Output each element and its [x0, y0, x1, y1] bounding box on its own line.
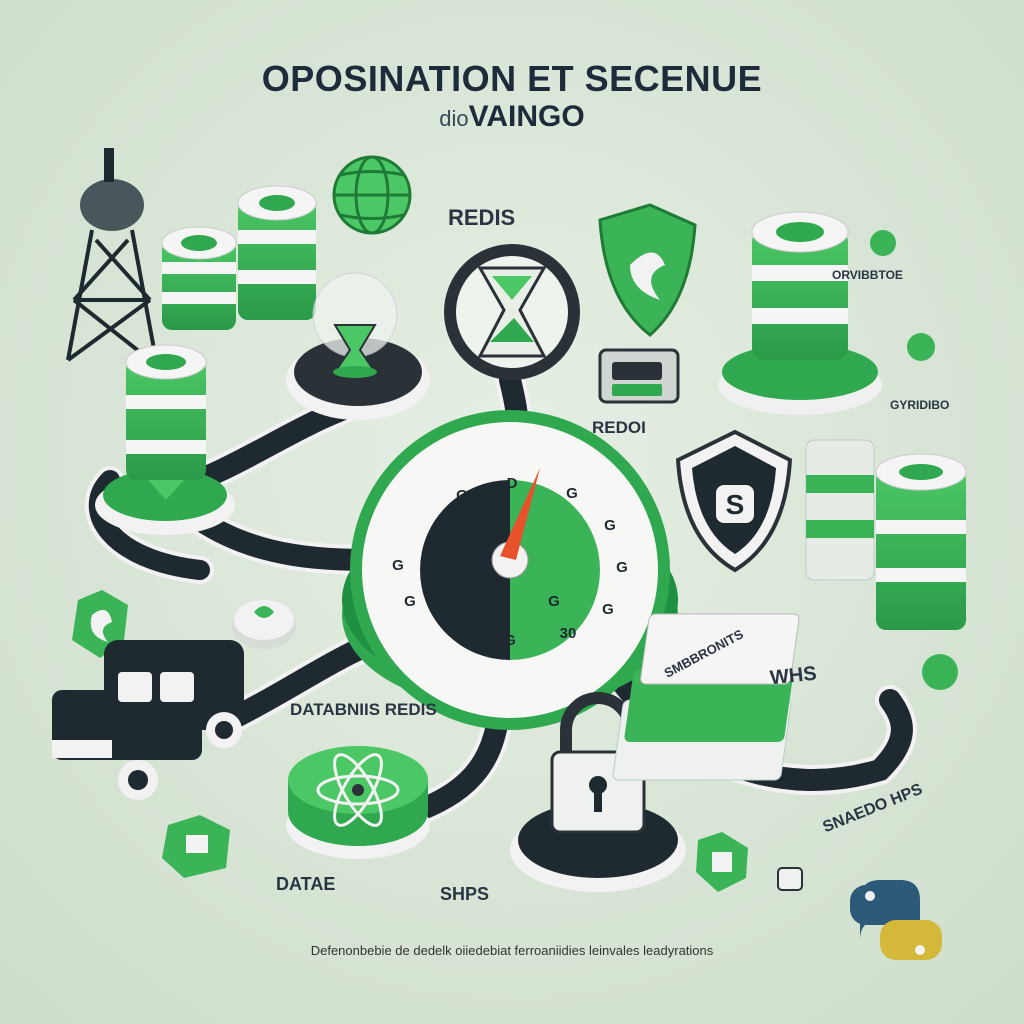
- python-logo-icon: [850, 880, 942, 960]
- globe-icon: [332, 155, 412, 235]
- label-redis-mid: REDOI: [592, 418, 646, 437]
- label-redis-bottom: DATABNIIS REDIS: [290, 700, 437, 719]
- gauge-tick: G: [504, 632, 516, 649]
- gauge-tick: G: [566, 485, 578, 502]
- label-data-bottom: DATAE: [276, 874, 336, 894]
- location-pin-icon: [870, 230, 958, 690]
- gauge-tick: 30: [560, 625, 577, 642]
- atom-icon: [286, 746, 430, 859]
- lock-icon: [510, 692, 686, 892]
- gauge-tick: D: [507, 475, 518, 492]
- label-side-mid: GYRIDIBO: [890, 398, 950, 412]
- speed-gauge: [342, 410, 678, 730]
- tag-icon: [696, 832, 803, 892]
- shield-icon: [598, 203, 697, 337]
- database-stack-icon: [237, 185, 317, 320]
- label-redis-top: REDIS: [448, 205, 516, 230]
- document-stack-icon: [612, 613, 800, 781]
- magnifier-hourglass-icon: [444, 244, 580, 380]
- gauge-tick: G: [604, 517, 616, 534]
- page-title: OPOSINATION ET SECENUE: [261, 58, 763, 99]
- database-stack-icon: [161, 226, 237, 330]
- hourglass-icon: [286, 272, 430, 420]
- subtitle-prefix: dio: [439, 106, 469, 131]
- gauge-tick: G: [616, 559, 628, 576]
- svg-text:S: S: [726, 489, 745, 520]
- subtitle-main: VAINGO: [468, 100, 585, 133]
- gauge-tick: G: [449, 621, 461, 638]
- gauge-tick-labels: D G G G G G G G G 30 G G: [392, 475, 628, 649]
- server-box-icon: [598, 348, 680, 404]
- gauge-tick: G: [456, 487, 468, 504]
- document-card-text: WHS: [768, 662, 818, 690]
- gauge-tick: G: [404, 593, 416, 610]
- truck-icon: [52, 640, 244, 800]
- folder-icon: [162, 815, 230, 878]
- label-side-top: ORVIBBTOE: [832, 268, 903, 282]
- database-hourglass-icon: [95, 344, 235, 535]
- database-stack-icon: [805, 439, 967, 630]
- database-stack-icon: [718, 211, 882, 415]
- coin-icon: [232, 600, 296, 649]
- gauge-tick: G: [548, 593, 560, 610]
- gauge-tick: G: [392, 557, 404, 574]
- page-subtitle: dioVAINGO: [0, 100, 1024, 134]
- label-hps-bottom: SHPS: [440, 884, 490, 904]
- radio-tower-icon: [66, 148, 158, 362]
- security-shield-icon: S: [675, 429, 793, 573]
- footer-caption: Defenonbebie de dedelk oiiedebiat ferroa…: [310, 943, 714, 958]
- gauge-tick: G: [602, 601, 614, 618]
